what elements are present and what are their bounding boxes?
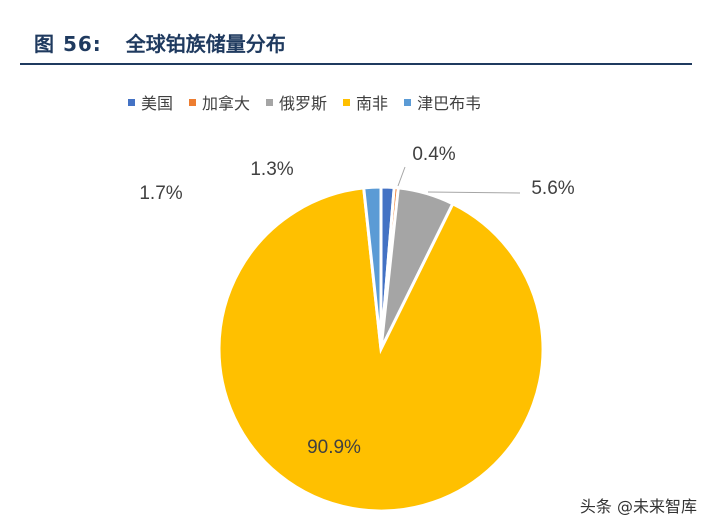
legend-label-canada: 加拿大 (202, 94, 251, 113)
data-label-south-africa: 90.9% (307, 437, 361, 458)
legend-label-russia: 俄罗斯 (279, 94, 328, 113)
pie-slice-south-africa (217, 186, 545, 513)
chart-legend: 美国 加拿大 俄罗斯 南非 津巴布韦 (128, 90, 481, 114)
leader-line-russia (427, 191, 521, 194)
data-label-russia: 5.6% (531, 178, 574, 199)
legend-swatch-canada (189, 98, 197, 106)
watermark: 头条 @未来智库 (579, 497, 697, 516)
data-label-canada: 0.4% (412, 144, 455, 165)
figure-title-row: 图 56: 全球铂族储量分布 (34, 28, 286, 57)
pie-slice-zimbabwe (362, 185, 383, 350)
legend-item-us: 美国 (128, 90, 173, 114)
legend-swatch-south-africa (343, 98, 351, 106)
legend-item-south-africa: 南非 (343, 90, 388, 114)
legend-swatch-zimbabwe (404, 98, 412, 106)
leader-line-canada (397, 166, 406, 187)
legend-label-zimbabwe: 津巴布韦 (417, 94, 482, 113)
title-divider (20, 63, 692, 65)
data-label-zimbabwe: 1.7% (139, 183, 182, 204)
legend-swatch-us (128, 98, 135, 106)
legend-label-south-africa: 南非 (356, 94, 389, 113)
data-label-us: 1.3% (250, 159, 293, 180)
figure-number: 图 56: (34, 32, 102, 56)
legend-item-zimbabwe: 津巴布韦 (404, 90, 481, 114)
legend-swatch-russia (266, 98, 274, 106)
figure-title: 全球铂族储量分布 (125, 32, 286, 56)
legend-item-russia: 俄罗斯 (266, 90, 327, 114)
legend-item-canada: 加拿大 (189, 90, 250, 114)
legend-label-us: 美国 (141, 94, 174, 113)
